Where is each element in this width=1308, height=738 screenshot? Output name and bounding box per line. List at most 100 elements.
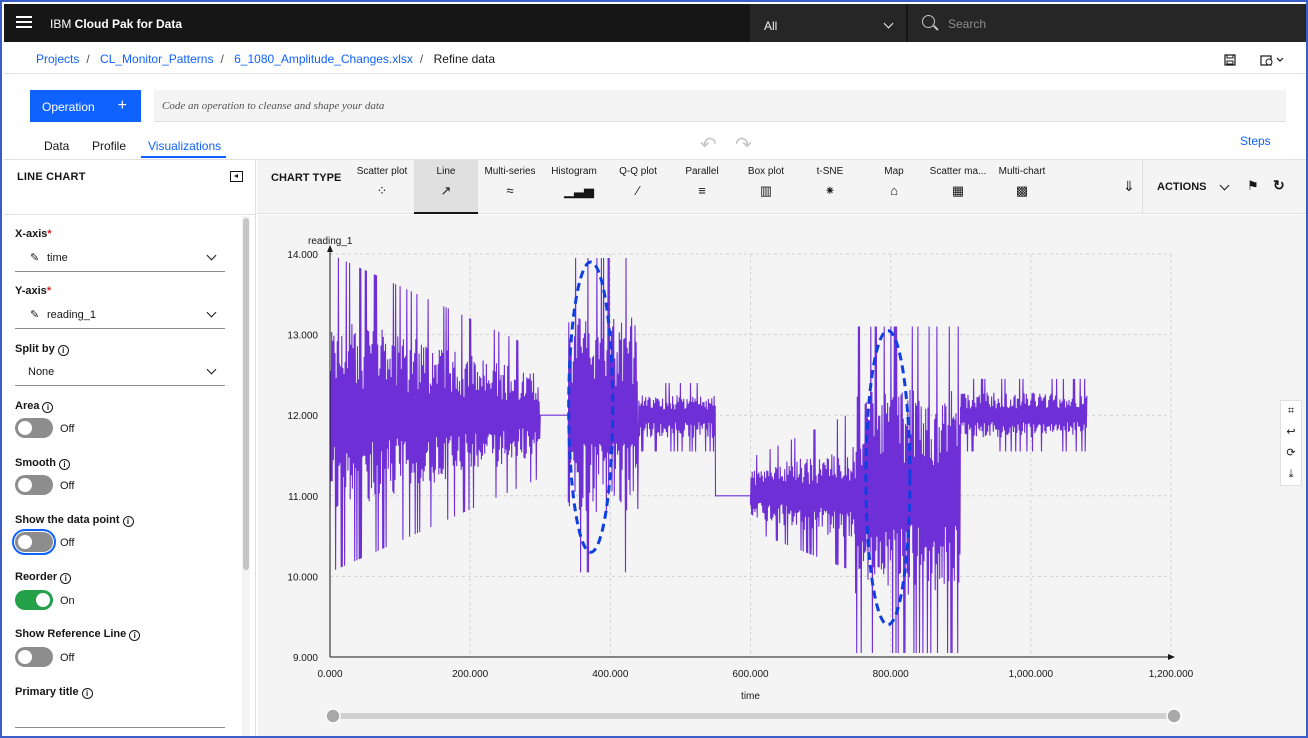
- map-icon: ⌂: [890, 183, 898, 198]
- y-axis-title: reading_1: [308, 236, 353, 247]
- toggle-state: Off: [60, 537, 75, 549]
- area-toggle[interactable]: [15, 418, 53, 438]
- chart-type-t-sne[interactable]: t-SNE ⁕: [798, 160, 862, 214]
- chart-type-label: Box plot: [747, 166, 785, 177]
- operation-code-input[interactable]: Code an operation to cleanse and shape y…: [154, 90, 1286, 122]
- job-menu-icon[interactable]: [1260, 54, 1286, 66]
- range-slider-start-handle[interactable]: [325, 708, 341, 724]
- annotation-ellipse: [567, 260, 615, 554]
- chart-type-title: CHART TYPE: [271, 172, 342, 184]
- info-icon[interactable]: i: [81, 688, 93, 699]
- ruler-icon: ✎: [30, 252, 40, 264]
- collapse-panel-icon[interactable]: [230, 171, 243, 182]
- range-slider-end-handle[interactable]: [1166, 708, 1182, 724]
- chart-type-label: Map: [884, 166, 904, 177]
- scatter-matrix-icon: ▦: [951, 183, 965, 198]
- x-tick-label: 600.000: [732, 669, 769, 680]
- breadcrumb-projects[interactable]: Projects: [36, 52, 80, 66]
- chevron-down-icon: [1219, 180, 1230, 191]
- y-axis-label: Y-axis*: [15, 285, 52, 297]
- y-tick-label: 12.000: [287, 411, 318, 422]
- undo-icon[interactable]: ↶: [700, 134, 717, 156]
- refresh-icon[interactable]: ↻: [1273, 177, 1285, 193]
- y-tick-label: 14.000: [287, 250, 318, 261]
- chart-type-q-q-plot[interactable]: Q-Q plot ∕: [606, 160, 670, 214]
- chart-type-label: Line: [436, 166, 456, 177]
- range-slider-track[interactable]: [330, 713, 1171, 719]
- redo-icon[interactable]: ↷: [735, 134, 752, 156]
- download-icon[interactable]: ⤓: [1288, 468, 1294, 480]
- divider: [4, 73, 1306, 74]
- y-tick-label: 10.000: [287, 572, 318, 583]
- tab-visualizations[interactable]: Visualizations: [148, 139, 222, 153]
- chart-type-multi-series[interactable]: Multi-series ≈: [478, 160, 542, 214]
- y-axis-select[interactable]: ✎ reading_1: [15, 301, 225, 329]
- chart-area: 9.000 10.000 11.000 12.000 13.000 14.000 0.000…: [258, 215, 1308, 738]
- scrollbar-thumb[interactable]: [243, 218, 249, 570]
- show-data-point-toggle[interactable]: [12, 529, 56, 555]
- area-label: Area i: [15, 400, 54, 413]
- restore-icon[interactable]: ⟳: [1286, 447, 1296, 459]
- smooth-label: Smooth i: [15, 457, 70, 470]
- reorder-toggle[interactable]: [15, 590, 53, 610]
- search-scope-dropdown[interactable]: All: [750, 4, 906, 42]
- line-chart[interactable]: 9.000 10.000 11.000 12.000 13.000 14.000 0.000…: [258, 215, 1308, 738]
- zoom-back-icon[interactable]: ↩: [1286, 426, 1296, 438]
- split-by-select[interactable]: None: [15, 358, 225, 386]
- primary-title-input[interactable]: [15, 700, 225, 728]
- chart-type-map[interactable]: Map ⌂: [862, 160, 926, 214]
- product-name[interactable]: IBM Cloud Pak for Data: [50, 17, 183, 31]
- tab-profile[interactable]: Profile: [92, 139, 127, 153]
- toggle-state: Off: [60, 652, 75, 664]
- smooth-toggle[interactable]: [15, 475, 53, 495]
- operation-button[interactable]: Operation +: [30, 90, 141, 122]
- chart-type-multi-chart[interactable]: Multi-chart ▩: [990, 160, 1054, 214]
- tab-data[interactable]: Data: [44, 139, 70, 153]
- info-icon[interactable]: i: [58, 459, 70, 470]
- chevron-down-icon: [206, 250, 217, 261]
- tag-icon[interactable]: ⚑: [1247, 178, 1259, 193]
- zoom-select-icon[interactable]: ⌗: [1287, 405, 1295, 417]
- info-icon[interactable]: i: [122, 516, 134, 527]
- chevron-down-icon: [206, 307, 217, 318]
- show-reference-line-toggle[interactable]: [15, 647, 53, 667]
- multi-series-icon: ≈: [506, 183, 514, 198]
- chart-type-histogram[interactable]: Histogram ▁▃▅: [542, 160, 606, 214]
- x-axis-label: X-axis*: [15, 228, 52, 240]
- x-axis-arrow: [1168, 654, 1175, 660]
- active-tab-indicator: [141, 156, 226, 158]
- save-icon[interactable]: [1224, 54, 1236, 66]
- chart-type-box-plot[interactable]: Box plot ▥: [734, 160, 798, 214]
- x-tick-label: 800.000: [873, 669, 910, 680]
- chart-type-scatter-plot[interactable]: Scatter plot ⁘: [350, 160, 414, 214]
- annotation-ellipse: [864, 329, 912, 627]
- info-icon[interactable]: i: [57, 345, 69, 356]
- chart-type-label: Histogram: [551, 166, 597, 177]
- chart-side-toolbar: ⌗ ↩ ⟳ ⤓: [1280, 400, 1302, 486]
- chart-type-toolbar: CHART TYPE Scatter plot ⁘ Line ↗ Multi-serie…: [257, 160, 1306, 214]
- breadcrumb-asset[interactable]: 6_1080_Amplitude_Changes.xlsx: [234, 52, 413, 66]
- y-axis-arrow: [327, 245, 333, 252]
- x-axis-select[interactable]: ✎ time: [15, 244, 225, 272]
- breadcrumb-project[interactable]: CL_Monitor_Patterns: [100, 52, 214, 66]
- chart-type-line[interactable]: Line ↗: [414, 160, 478, 214]
- chart-type-parallel[interactable]: Parallel ≡: [670, 160, 734, 214]
- toggle-state: Off: [60, 423, 75, 435]
- menu-icon[interactable]: [16, 16, 32, 30]
- split-by-label: Split by i: [15, 343, 69, 356]
- x-axis-title: time: [741, 691, 760, 702]
- x-tick-label: 0.000: [317, 669, 342, 680]
- actions-menu[interactable]: ACTIONS ⚑ ↻: [1142, 160, 1306, 214]
- double-chevron-down-icon[interactable]: ⇓: [1123, 178, 1135, 194]
- search-input[interactable]: Search: [908, 4, 1306, 42]
- info-icon[interactable]: i: [42, 402, 54, 413]
- chart-type-label: Scatter ma...: [929, 166, 987, 177]
- info-icon[interactable]: i: [129, 630, 141, 641]
- primary-title-label: Primary title i: [15, 686, 93, 699]
- series-line-reading-1: [329, 257, 1088, 654]
- info-icon[interactable]: i: [60, 573, 72, 584]
- chart-type-scatter-ma[interactable]: Scatter ma... ▦: [926, 160, 990, 214]
- chart-type-label: t-SNE: [816, 166, 844, 177]
- steps-link[interactable]: Steps: [1240, 134, 1271, 148]
